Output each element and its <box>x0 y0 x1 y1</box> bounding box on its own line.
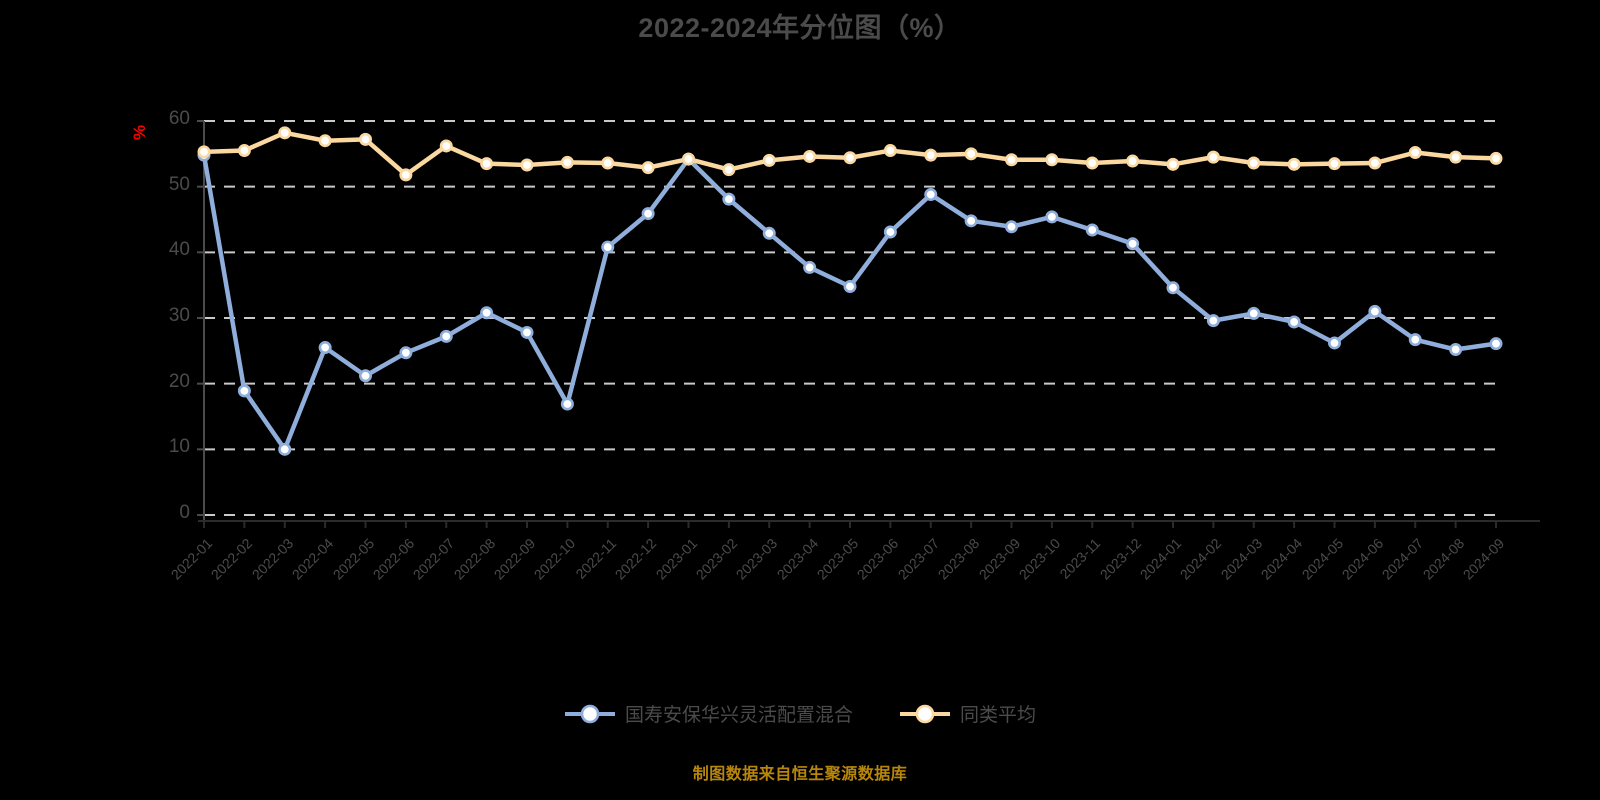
data-point <box>1126 237 1140 251</box>
data-point <box>1287 315 1301 329</box>
legend-label: 同类平均 <box>960 705 1037 726</box>
legend-item-1[interactable]: 同类平均 <box>899 700 1036 727</box>
data-point <box>1368 156 1382 170</box>
data-point <box>1449 343 1463 357</box>
data-point <box>1287 157 1301 171</box>
source-watermark: 制图数据来自恒生聚源数据库 <box>692 766 908 783</box>
legend-label: 国寿安保华兴灵活配置混合 <box>624 705 853 726</box>
data-point <box>197 145 211 159</box>
data-point <box>641 207 655 221</box>
data-point <box>1368 304 1382 318</box>
plot-area <box>197 120 1540 528</box>
data-point <box>318 341 332 355</box>
data-point <box>1328 157 1342 171</box>
data-point <box>1489 151 1503 165</box>
data-point <box>278 126 292 140</box>
data-point <box>681 152 695 166</box>
data-point <box>1247 156 1261 170</box>
data-point <box>520 158 534 172</box>
y-tick-label: 20 <box>168 370 190 392</box>
legend-item-0[interactable]: 国寿安保华兴灵活配置混合 <box>564 700 853 727</box>
data-point <box>439 329 453 343</box>
data-point <box>964 214 978 228</box>
y-tick-label: 50 <box>168 173 190 195</box>
data-point <box>1206 314 1220 328</box>
series-svg <box>197 120 1540 528</box>
data-point <box>762 153 776 167</box>
chart-title: 2022-2024年分位图（%） <box>638 13 962 43</box>
data-point <box>520 325 534 339</box>
data-point <box>399 346 413 360</box>
y-tick-label: 10 <box>168 436 190 458</box>
data-point <box>439 139 453 153</box>
data-point <box>1045 210 1059 224</box>
y-tick-label: 30 <box>168 305 190 326</box>
data-point <box>924 148 938 162</box>
data-point <box>237 384 251 398</box>
data-point <box>1408 333 1422 347</box>
data-point <box>1004 153 1018 167</box>
data-point <box>1408 146 1422 160</box>
series-line-0 <box>201 152 1499 452</box>
data-point <box>601 156 615 170</box>
data-point <box>359 369 373 383</box>
data-point <box>1004 220 1018 234</box>
data-point <box>1247 306 1261 320</box>
data-point <box>278 442 292 456</box>
data-point <box>601 240 615 254</box>
data-point <box>883 225 897 239</box>
data-point <box>318 134 332 148</box>
legend-marker-icon <box>564 704 615 723</box>
data-point <box>1126 154 1140 168</box>
data-point <box>359 132 373 146</box>
y-tick-label: 0 <box>179 502 190 523</box>
data-point <box>1166 157 1180 171</box>
data-point <box>722 192 736 206</box>
data-point <box>924 188 938 202</box>
data-point <box>964 147 978 161</box>
data-point <box>1328 336 1342 350</box>
data-point <box>762 226 776 240</box>
data-point <box>480 157 494 171</box>
data-point <box>1085 156 1099 170</box>
chart-legend: 国寿安保华兴灵活配置混合 同类平均 <box>0 700 1600 727</box>
data-point <box>1489 337 1503 351</box>
data-point <box>1085 223 1099 237</box>
data-point <box>237 144 251 158</box>
data-point <box>1449 150 1463 164</box>
y-tick-label: 40 <box>168 239 190 261</box>
data-point <box>803 149 817 163</box>
data-point <box>641 161 655 175</box>
y-tick-label: 60 <box>168 108 190 129</box>
data-point <box>1166 281 1180 295</box>
legend-marker-icon <box>900 704 950 723</box>
data-point <box>399 168 413 182</box>
y-axis-tick-labels: 0 10 20 30 40 50 60 <box>120 0 190 800</box>
data-point <box>722 163 736 177</box>
data-point <box>560 155 574 169</box>
data-point <box>1206 150 1220 164</box>
data-point <box>480 306 494 320</box>
data-point <box>1045 153 1059 167</box>
data-point <box>883 144 897 158</box>
data-point <box>803 260 817 274</box>
data-point <box>843 151 857 165</box>
data-point <box>560 397 574 411</box>
data-point <box>843 279 857 293</box>
